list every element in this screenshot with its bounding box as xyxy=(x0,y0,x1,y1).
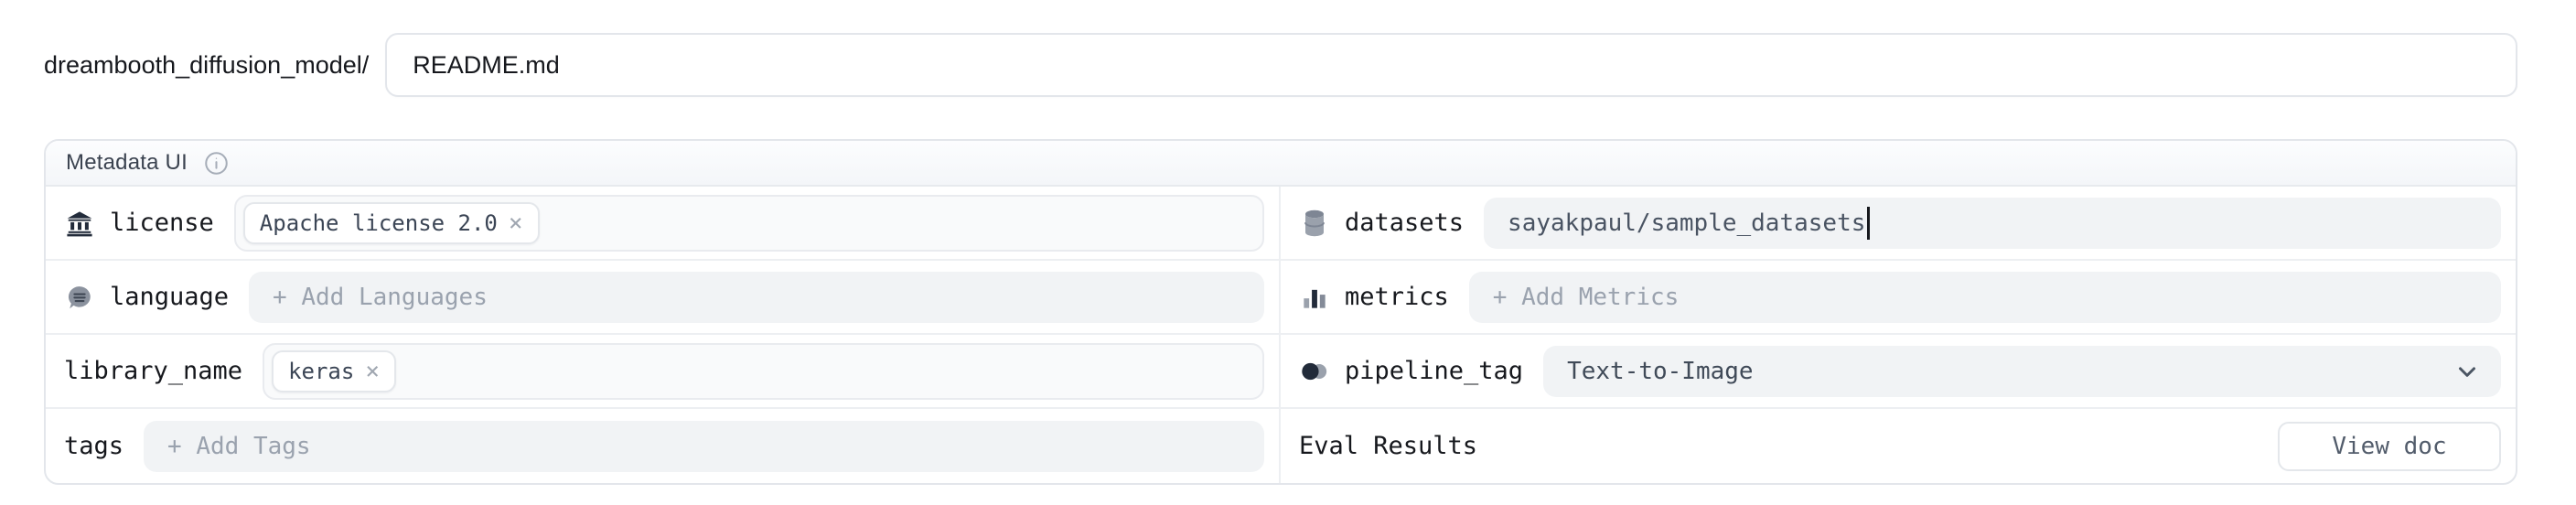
panel-title: Metadata UI xyxy=(66,150,188,175)
field-row-library-name: library_name keras × xyxy=(46,335,1281,409)
bar-chart-icon xyxy=(1299,285,1330,310)
field-row-tags: tags xyxy=(46,409,1281,483)
info-icon[interactable] xyxy=(204,151,229,176)
datasets-value: sayakpaul/sample_datasets xyxy=(1508,209,1866,237)
metadata-ui-panel: Metadata UI xyxy=(44,139,2517,485)
field-key-library-name: library_name xyxy=(64,357,243,385)
chip-label: keras xyxy=(288,358,355,384)
metadata-ui-header: Metadata UI xyxy=(46,141,2516,187)
metadata-grid: license Apache license 2.0 × xyxy=(46,187,2516,483)
license-chip[interactable]: Apache license 2.0 × xyxy=(242,201,540,244)
chip-remove-icon[interactable]: × xyxy=(365,357,380,385)
field-row-pipeline-tag: pipeline_tag Text-to-Image xyxy=(1281,335,2516,409)
field-row-language: language xyxy=(46,261,1281,335)
text-caret xyxy=(1867,206,1871,240)
datasets-input[interactable]: sayakpaul/sample_datasets xyxy=(1484,197,2501,249)
license-chip-container[interactable]: Apache license 2.0 × xyxy=(233,194,1264,252)
chip-remove-icon[interactable]: × xyxy=(508,209,523,237)
field-row-license: license Apache license 2.0 × xyxy=(46,187,1281,261)
repo-path-prefix: dreambooth_diffusion_model/ xyxy=(44,50,370,79)
library-chip-container[interactable]: keras × xyxy=(263,342,1264,400)
field-key-language: language xyxy=(110,283,230,311)
field-key-datasets: datasets xyxy=(1345,209,1465,237)
page: dreambooth_diffusion_model/ Metadata UI xyxy=(44,33,2517,485)
field-key-tags: tags xyxy=(64,432,124,460)
library-chip[interactable]: keras × xyxy=(272,349,396,392)
field-key-license: license xyxy=(110,209,214,237)
pipeline-tag-select[interactable]: Text-to-Image xyxy=(1543,345,2501,397)
speech-bubble-icon xyxy=(64,284,95,311)
bank-icon xyxy=(64,209,95,238)
database-icon xyxy=(1299,210,1330,237)
field-key-metrics: metrics xyxy=(1345,283,1449,311)
file-path-bar: dreambooth_diffusion_model/ xyxy=(44,33,2517,97)
chevron-down-icon xyxy=(2453,358,2481,385)
field-row-eval-results: Eval Results View doc xyxy=(1281,409,2516,483)
metrics-input[interactable] xyxy=(1468,271,2501,323)
pipeline-icon xyxy=(1299,360,1330,382)
chip-label: Apache license 2.0 xyxy=(259,210,498,236)
field-row-metrics: metrics xyxy=(1281,261,2516,335)
view-doc-button[interactable]: View doc xyxy=(2278,421,2501,471)
tags-input[interactable] xyxy=(144,420,1264,472)
language-input[interactable] xyxy=(249,271,1264,323)
field-key-eval-results: Eval Results xyxy=(1299,432,1478,460)
field-row-datasets: datasets sayakpaul/sample_datasets xyxy=(1281,187,2516,261)
field-key-pipeline-tag: pipeline_tag xyxy=(1345,357,1524,385)
filename-input[interactable] xyxy=(385,33,2517,97)
pipeline-tag-value: Text-to-Image xyxy=(1567,357,1754,385)
